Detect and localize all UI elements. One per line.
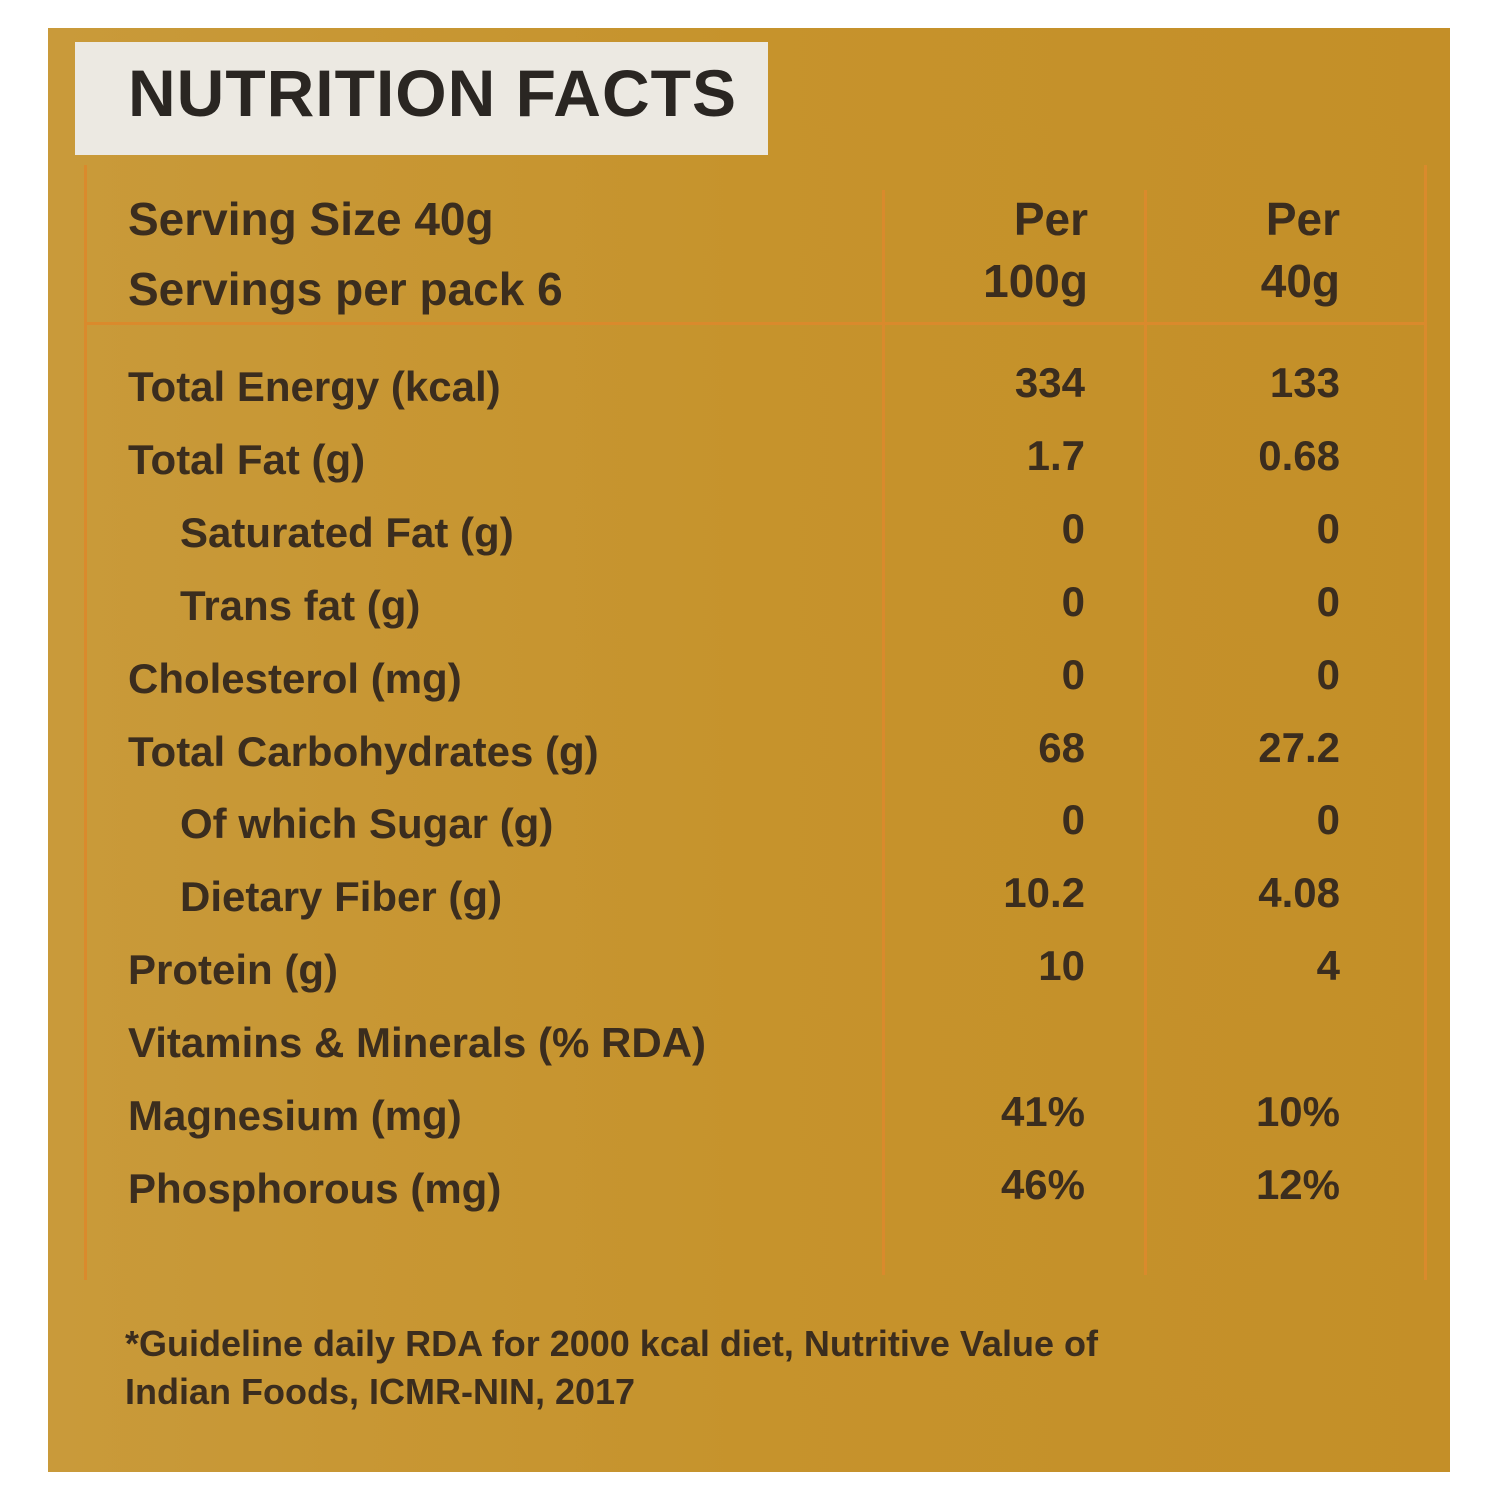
row-label: Total Fat (g)	[128, 435, 366, 483]
row-label: Vitamins & Minerals (% RDA)	[128, 1019, 707, 1067]
row-value: 12%	[1255, 1160, 1340, 1208]
row-label: Saturated Fat (g)	[180, 508, 514, 556]
footnote: Indian Foods, ICMR-NIN, 2017	[125, 1371, 636, 1412]
column-divider	[1144, 190, 1147, 1275]
row-value: 0	[1061, 796, 1085, 844]
row-value: 0	[1061, 577, 1085, 625]
row-label: Magnesium (mg)	[128, 1092, 462, 1139]
row-value: 0.68	[1258, 431, 1340, 479]
row-value: 1.7	[1026, 431, 1085, 479]
row-value: 0	[1316, 504, 1340, 552]
row-value: 0	[1316, 650, 1340, 698]
row-label: Protein (g)	[128, 946, 338, 994]
row-value: 0	[1316, 577, 1340, 625]
column-header: Per	[1013, 193, 1088, 245]
row-value: 0	[1061, 650, 1085, 698]
title: NUTRITION FACTS	[128, 56, 737, 130]
row-label: Cholesterol (mg)	[128, 654, 462, 702]
row-label: Dietary Fiber (g)	[180, 873, 503, 921]
row-label: Phosphorous (mg)	[128, 1164, 502, 1212]
footnote: *Guideline daily RDA for 2000 kcal diet,…	[125, 1323, 1098, 1364]
row-value: 10	[1038, 942, 1085, 990]
row-label: Of which Sugar (g)	[180, 800, 554, 848]
row-value: 27.2	[1258, 723, 1340, 771]
row-value: 46%	[1000, 1160, 1085, 1208]
row-label: Total Carbohydrates (g)	[128, 727, 599, 775]
row-value: 41%	[1000, 1088, 1085, 1135]
divider	[84, 322, 1427, 325]
row-value: 10.2	[1003, 869, 1085, 917]
row-value: 68	[1038, 723, 1085, 771]
column-header: 40g	[1260, 255, 1340, 307]
column-divider	[882, 190, 885, 1275]
row-value: 0	[1061, 504, 1085, 552]
serving-size: Serving Size 40g	[128, 193, 494, 245]
row-value: 4.08	[1258, 869, 1340, 917]
title-box	[75, 42, 768, 155]
column-header: Per	[1265, 193, 1340, 245]
border	[1424, 165, 1427, 1280]
column-header: 100g	[983, 255, 1088, 307]
row-label: Total Energy (kcal)	[128, 363, 501, 410]
row-value: 4	[1316, 942, 1340, 990]
label-panel	[48, 28, 1450, 1472]
row-value: 133	[1269, 359, 1340, 406]
row-value: 10%	[1255, 1088, 1340, 1135]
row-value: 0	[1316, 796, 1340, 844]
row-value: 334	[1014, 359, 1085, 406]
row-label: Trans fat (g)	[180, 581, 421, 629]
border	[84, 165, 87, 1280]
servings-per-pack: Servings per pack 6	[128, 263, 563, 315]
